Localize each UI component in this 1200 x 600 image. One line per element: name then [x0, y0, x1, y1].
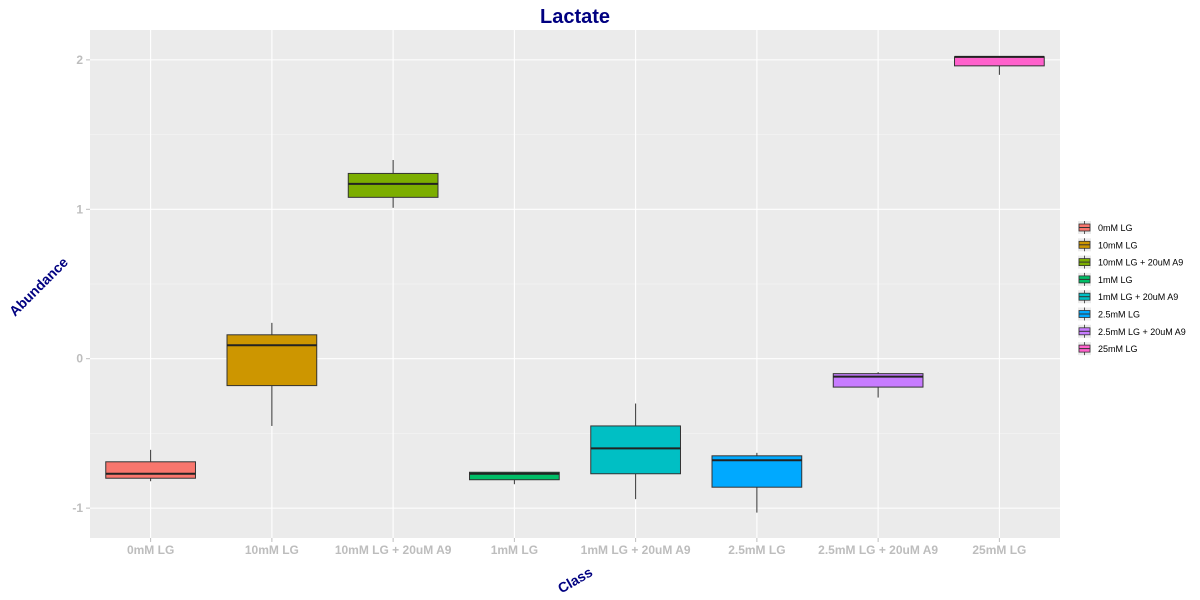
x-tick-label: 10mM LG + 20uM A9 [335, 543, 452, 557]
x-tick-label: 10mM LG [245, 543, 299, 557]
legend-item: 1mM LG + 20uM A9 [1078, 290, 1178, 304]
legend-label: 1mM LG [1098, 275, 1133, 285]
legend: 0mM LG 10mM LG 10mM LG + 20uM A9 1mM LG 1mM … [1078, 221, 1186, 356]
legend-item: 2.5mM LG + 20uM A9 [1078, 324, 1186, 338]
legend-label: 2.5mM LG + 20uM A9 [1098, 327, 1186, 337]
legend-item: 10mM LG [1078, 238, 1138, 252]
box-body [590, 425, 681, 475]
legend-item: 25mM LG [1078, 342, 1138, 356]
box-group [226, 322, 318, 426]
y-tick-label: 0 [76, 352, 83, 366]
box-body [226, 334, 318, 387]
legend-item: 0mM LG [1078, 221, 1133, 234]
box-body [954, 56, 1045, 67]
box-body [347, 172, 439, 198]
legend-item: 1mM LG [1078, 272, 1133, 286]
box-group [590, 403, 681, 500]
legend-item: 10mM LG + 20uM A9 [1078, 255, 1183, 269]
x-tick-label: 25mM LG [972, 543, 1026, 557]
y-tick-label: 1 [76, 202, 83, 216]
box-group [469, 471, 560, 485]
x-tick-label: 1mM LG + 20uM A9 [581, 543, 691, 557]
chart-title: Lactate [540, 6, 610, 28]
box-body [469, 471, 560, 481]
x-tick-label: 2.5mM LG + 20uM A9 [818, 543, 938, 557]
legend-label: 1mM LG + 20uM A9 [1098, 292, 1178, 302]
legend-label: 10mM LG + 20uM A9 [1098, 258, 1183, 268]
box-group [105, 449, 196, 482]
y-axis-ticks: -1 0 1 2 [72, 53, 90, 515]
box-group [832, 372, 924, 398]
legend-label: 2.5mM LG [1098, 310, 1140, 320]
x-axis-ticks: 0mM LG 10mM LG 10mM LG + 20uM A9 1mM LG 1mM … [127, 538, 1026, 557]
x-tick-label: 2.5mM LG [728, 543, 785, 557]
legend-label: 10mM LG [1098, 240, 1138, 250]
box-group [954, 55, 1045, 75]
y-tick-label: 2 [76, 53, 83, 67]
legend-label: 0mM LG [1098, 223, 1133, 233]
x-tick-label: 1mM LG [491, 543, 538, 557]
y-tick-label: -1 [72, 501, 83, 515]
legend-label: 25mM LG [1098, 344, 1138, 354]
boxes-layer [105, 55, 1045, 513]
box-body [105, 461, 196, 479]
box-group [347, 159, 439, 208]
legend-item: 2.5mM LG [1078, 307, 1140, 321]
x-tick-label: 0mM LG [127, 543, 174, 557]
box-group [711, 452, 803, 513]
